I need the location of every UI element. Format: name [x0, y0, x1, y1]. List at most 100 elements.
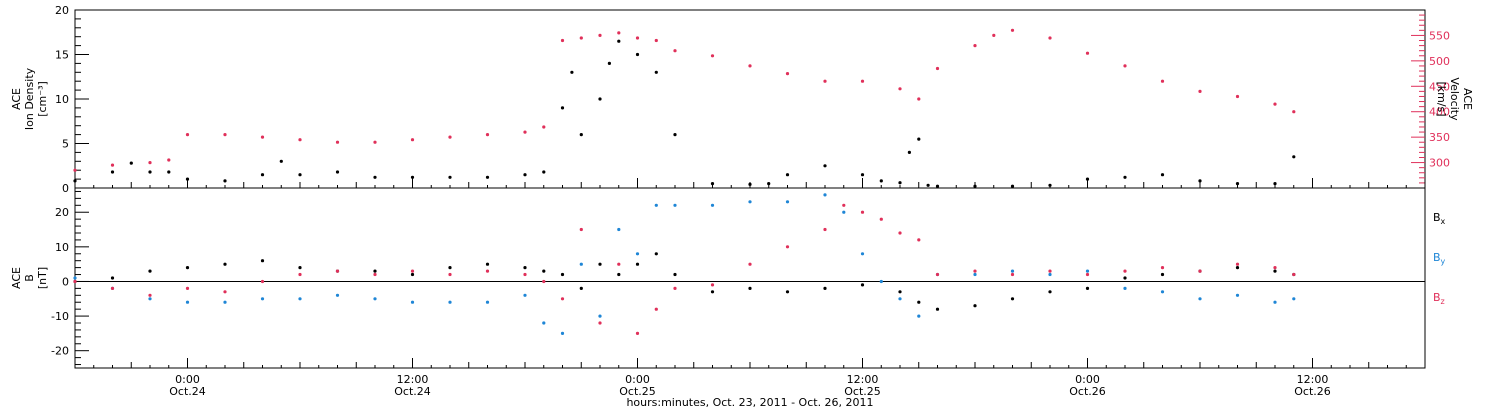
by-point: [448, 300, 452, 304]
bx-point: [373, 269, 377, 273]
plasma-axis-ticks: 0 5 10 15 20 300 350 400 450 500 550: [55, 4, 1450, 195]
bx-point: [710, 290, 715, 294]
velocity-point: [748, 64, 752, 68]
density-point: [523, 173, 527, 177]
by-point: [73, 276, 77, 280]
field-panel-frame: [74, 187, 1426, 369]
bz-point: [73, 279, 77, 284]
x-tick-time: 0:00: [625, 373, 650, 386]
by-point: [598, 314, 602, 318]
velocity-point: [223, 133, 227, 137]
by-point: [335, 293, 340, 297]
bx-point: [917, 300, 921, 304]
field-axis-ticks: -20 -10 0 10 20: [51, 190, 89, 366]
bx-point: [673, 272, 677, 277]
bz-point: [935, 272, 940, 277]
by-point: [560, 331, 565, 335]
velocity-point: [598, 33, 602, 38]
bx-point: [785, 290, 790, 294]
by-point: [1198, 297, 1202, 301]
velocity-tick-label: 350: [1429, 131, 1450, 144]
by-point: [973, 272, 977, 277]
x-tick-time: 12:00: [1297, 373, 1329, 386]
density-point: [485, 175, 490, 179]
field-axis-title-1: ACE: [10, 267, 23, 289]
bz-point: [879, 217, 883, 221]
bz-point: [1010, 272, 1015, 277]
bx-point: [1085, 286, 1090, 290]
field-tick-label: 20: [55, 206, 69, 219]
bz-point: [223, 290, 227, 294]
density-axis-title-3: [cm⁻³]: [36, 81, 49, 117]
bz-point: [485, 269, 490, 273]
bz-point: [635, 331, 640, 335]
bx-point: [898, 290, 902, 294]
bz-point: [673, 286, 677, 290]
bx-point: [542, 269, 546, 273]
field-axis-title-3: [nT]: [36, 267, 49, 289]
velocity-point: [673, 49, 677, 53]
legend-by: By: [1433, 251, 1446, 266]
by-point: [223, 300, 227, 304]
velocity-point: [635, 36, 640, 40]
density-point: [607, 61, 612, 65]
bx-point: [110, 276, 115, 280]
by-point: [1273, 300, 1277, 304]
by-point: [673, 203, 677, 207]
bx-point: [485, 262, 490, 266]
by-point: [1235, 293, 1240, 297]
bz-point: [1198, 269, 1202, 273]
velocity-point: [448, 135, 452, 139]
bz-point: [654, 307, 658, 311]
by-point: [823, 193, 827, 197]
bz-point: [542, 279, 546, 284]
density-point: [185, 177, 190, 181]
velocity-point: [298, 138, 302, 142]
velocity-point: [542, 125, 546, 129]
by-point: [148, 297, 152, 301]
bz-point: [560, 297, 565, 301]
velocity-point: [1160, 79, 1165, 83]
velocity-point: [523, 130, 527, 134]
bz-point: [410, 269, 415, 273]
by-series: [73, 193, 1296, 335]
velocity-point: [335, 140, 340, 144]
density-point: [129, 161, 133, 165]
x-axis-ticks: 0:00Oct.2412:00Oct.240:00Oct.2512:00Oct.…: [74, 178, 1426, 398]
density-point: [542, 170, 546, 174]
by-point: [410, 300, 415, 304]
density-tick-label: 15: [55, 49, 69, 62]
density-point: [617, 39, 621, 43]
velocity-point: [560, 38, 565, 43]
density-point: [860, 173, 865, 177]
density-point: [879, 179, 883, 183]
bx-point: [654, 252, 658, 256]
bz-point: [1235, 262, 1240, 266]
by-point: [1085, 269, 1090, 273]
density-point: [1235, 182, 1240, 186]
density-point: [448, 175, 452, 179]
by-point: [1123, 286, 1127, 290]
bx-point: [148, 269, 152, 273]
bz-point: [748, 262, 752, 266]
field-tick-label: -20: [51, 345, 69, 358]
density-point: [654, 70, 658, 74]
velocity-point: [1085, 51, 1090, 55]
velocity-point: [167, 158, 171, 162]
bx-point: [579, 286, 583, 290]
by-point: [185, 300, 190, 304]
density-tick-label: 0: [62, 182, 69, 195]
x-tick-time: 0:00: [1075, 373, 1100, 386]
field-tick-label: -10: [51, 310, 69, 323]
bz-point: [823, 227, 827, 232]
bz-point: [110, 286, 115, 290]
bz-point: [785, 245, 790, 249]
by-point: [1048, 272, 1052, 277]
bx-point: [560, 272, 565, 277]
by-point: [748, 200, 752, 204]
by-point: [617, 227, 621, 232]
density-point: [1273, 182, 1277, 186]
bx-point: [1273, 269, 1277, 273]
density-point: [1160, 173, 1165, 177]
